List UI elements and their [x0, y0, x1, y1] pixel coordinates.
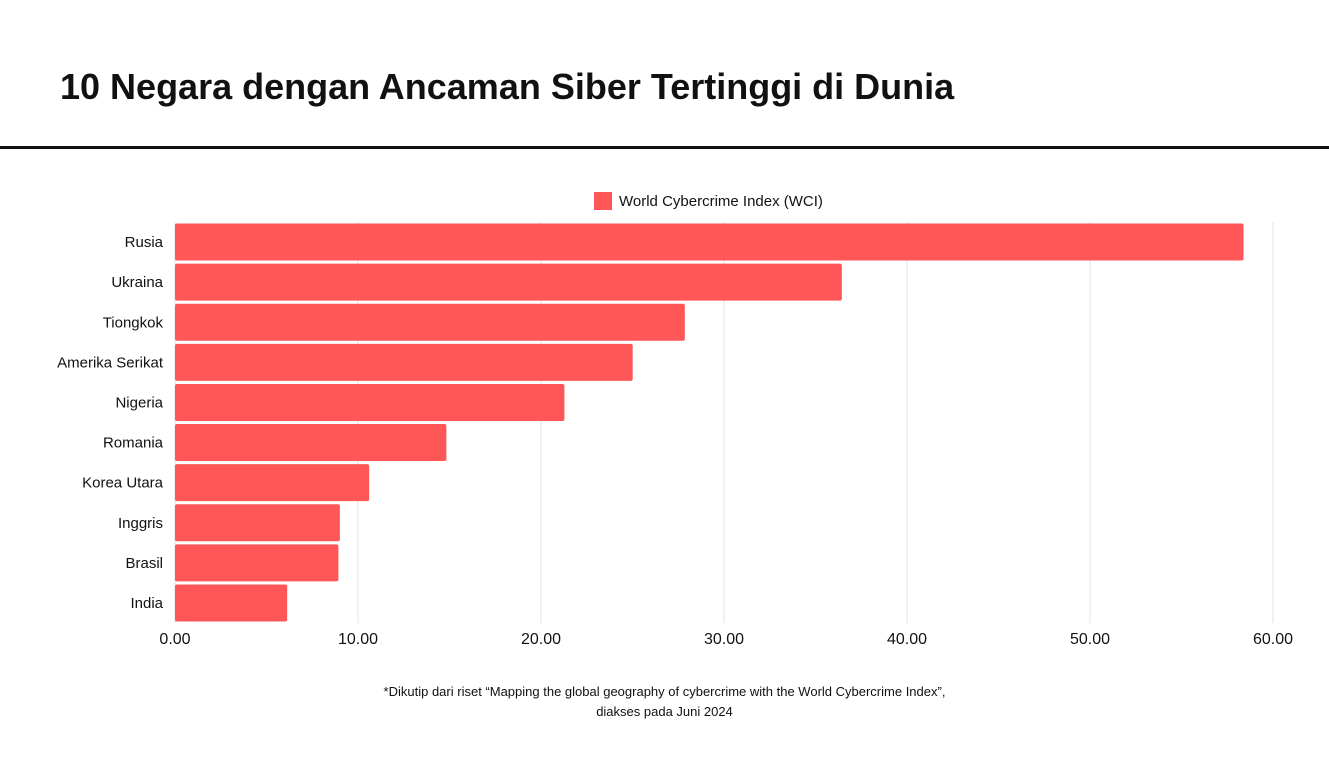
y-category-label: Tiongkok — [103, 314, 164, 331]
bar — [175, 504, 340, 542]
bar — [175, 343, 633, 381]
footnote: *Dikutip dari riset “Mapping the global … — [0, 682, 1329, 722]
legend-swatch — [594, 192, 612, 210]
y-category-label: Brasil — [125, 555, 163, 572]
x-tick-label: 0.00 — [159, 631, 190, 648]
bar — [175, 263, 842, 301]
y-category-label: Korea Utara — [82, 475, 164, 492]
chart-title: 10 Negara dengan Ancaman Siber Tertinggi… — [60, 66, 955, 107]
y-category-label: India — [130, 595, 163, 612]
y-category-label: Romania — [103, 435, 164, 452]
bar — [175, 223, 1244, 261]
x-tick-label: 30.00 — [704, 631, 744, 648]
y-category-label: Inggris — [118, 515, 163, 532]
bar — [175, 424, 447, 462]
y-category-label: Nigeria — [115, 394, 163, 411]
footnote-line-1: *Dikutip dari riset “Mapping the global … — [383, 684, 946, 699]
bar — [175, 303, 685, 341]
legend: World Cybercrime Index (WCI) — [594, 192, 823, 210]
x-tick-label: 20.00 — [521, 631, 561, 648]
y-category-label: Amerika Serikat — [57, 354, 164, 371]
title-divider — [0, 146, 1329, 149]
bar — [175, 544, 339, 582]
y-category-label: Ukraina — [111, 274, 163, 291]
bar — [175, 383, 565, 421]
footnote-line-2: diakses pada Juni 2024 — [596, 704, 733, 719]
bar — [175, 464, 370, 502]
x-tick-label: 10.00 — [338, 631, 378, 648]
x-tick-label: 40.00 — [887, 631, 927, 648]
legend-label: World Cybercrime Index (WCI) — [619, 192, 823, 210]
x-tick-label: 50.00 — [1070, 631, 1110, 648]
y-category-label: Rusia — [125, 234, 164, 251]
bar — [175, 584, 288, 622]
x-tick-label: 60.00 — [1253, 631, 1293, 648]
